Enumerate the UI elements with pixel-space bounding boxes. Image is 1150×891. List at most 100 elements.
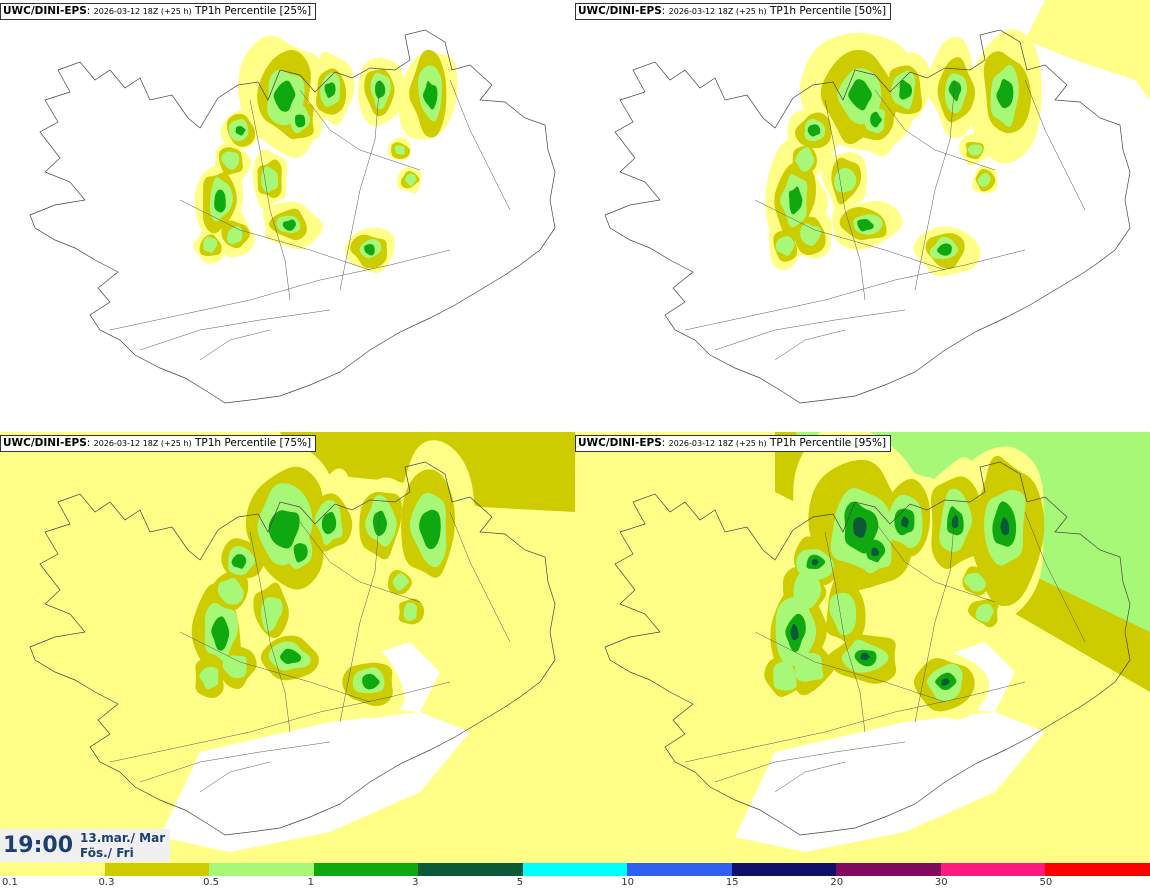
road-line (249, 531, 291, 733)
precip-contour (279, 648, 302, 664)
precip-contour (260, 166, 279, 193)
road-line (914, 511, 956, 723)
legend-ticks: 0.1 0.3 0.5 1 3 5 10 15 20 30 50 (0, 876, 1150, 891)
road-line (249, 99, 291, 301)
iceland-coastline (604, 29, 1131, 404)
road-line (754, 631, 946, 703)
panel-title: UWC/DINI-EPS: 2026-03-12 18Z (+25 h) TP1… (0, 435, 317, 452)
precip-contour (321, 511, 337, 535)
road-line (874, 89, 996, 171)
precip-contour (403, 602, 418, 621)
precip-contour (422, 81, 438, 110)
precip-contour (203, 236, 218, 253)
legend-swatch (836, 863, 941, 876)
legend-tick-label: 1 (307, 877, 314, 888)
precip-contour (860, 652, 871, 661)
precip-contour (871, 547, 880, 557)
legend-tick-label: 20 (830, 877, 844, 888)
map-panel-p75: UWC/DINI-EPS: 2026-03-12 18Z (+25 h) TP1… (0, 432, 575, 864)
precip-contour (364, 244, 375, 256)
precip-contour (268, 510, 300, 549)
valid-time-box: 19:00 13.mar./ Mar Fös./ Fri (0, 829, 170, 862)
road-line (179, 631, 371, 703)
road-line (684, 681, 1026, 763)
road-line (914, 79, 956, 291)
valid-hour: 19:00 (3, 833, 74, 858)
precip-contour (829, 592, 857, 636)
road-line (139, 741, 331, 783)
precip-contour (221, 151, 240, 171)
road-line (339, 79, 381, 291)
panel-title: UWC/DINI-EPS: 2026-03-12 18Z (+25 h) TP1… (575, 3, 892, 20)
precip-contour (217, 577, 244, 605)
precip-contour (848, 79, 872, 111)
precip-contour (373, 510, 387, 536)
legend-swatch (940, 863, 1046, 876)
road-line (139, 309, 331, 351)
precip-contour (834, 167, 857, 193)
precip-contour (800, 223, 822, 246)
precip-contour (899, 79, 913, 100)
legend-tick-label: 0.3 (98, 877, 115, 888)
precip-contour (261, 597, 283, 632)
precip-contour (227, 226, 243, 244)
legend-tick-label: 5 (516, 877, 524, 888)
valid-date: 13.mar./ Mar (80, 831, 166, 845)
road-line (449, 511, 511, 643)
legend-swatch (104, 863, 210, 876)
precip-contour (773, 662, 797, 691)
precip-contour (324, 82, 336, 98)
road-line (824, 99, 866, 301)
legend-swatch (0, 863, 105, 876)
legend-swatch (209, 863, 314, 876)
iceland-coastline (604, 461, 1131, 836)
road-line (199, 761, 271, 793)
precip-contour (901, 516, 909, 528)
precip-contour (788, 186, 803, 215)
iceland-coastline (29, 461, 556, 836)
precip-map-p95 (575, 432, 1150, 864)
road-line (199, 329, 271, 361)
road-line (754, 199, 946, 271)
precip-contour (405, 173, 417, 187)
precip-contour (795, 652, 824, 682)
legend-tick-label: 3 (412, 877, 419, 888)
dry-area (735, 712, 1045, 852)
road-line (109, 249, 451, 331)
map-panel-p50: UWC/DINI-EPS: 2026-03-12 18Z (+25 h) TP1… (575, 0, 1150, 432)
legend-swatch (522, 863, 628, 876)
road-line (714, 309, 906, 351)
precip-contour (295, 114, 306, 128)
precip-contour (273, 80, 296, 112)
precip-contour (795, 147, 815, 172)
legend-tick-label: 30 (934, 877, 948, 888)
precip-contour (996, 78, 1014, 109)
precip-field (1025, 0, 1150, 100)
precip-contour (941, 678, 950, 686)
precip-contour (222, 655, 247, 679)
valid-weekday: Fös./ Fri (80, 846, 134, 860)
iceland-coastline (29, 29, 556, 404)
road-line (874, 521, 996, 603)
precip-contour (807, 124, 821, 137)
road-line (774, 761, 846, 793)
precip-contour (199, 666, 219, 690)
road-line (1024, 511, 1086, 643)
legend-swatch (313, 863, 419, 876)
map-panel-p25: UWC/DINI-EPS: 2026-03-12 18Z (+25 h) TP1… (0, 0, 575, 432)
precip-map-p25 (29, 29, 556, 404)
legend-tick-label: 0.1 (2, 877, 18, 888)
precip-contour (214, 189, 226, 213)
precip-contour (951, 515, 959, 529)
road-line (714, 741, 906, 783)
precip-contour (235, 126, 246, 136)
precip-contour (231, 554, 247, 569)
map-panel-p95: UWC/DINI-EPS: 2026-03-12 18Z (+25 h) TP1… (575, 432, 1150, 864)
precip-contour (419, 509, 441, 550)
precip-contour (375, 80, 386, 99)
road-line (299, 521, 421, 603)
panel-title: UWC/DINI-EPS: 2026-03-12 18Z (+25 h) TP1… (0, 3, 317, 20)
road-line (774, 329, 846, 361)
legend-tick-label: 0.5 (203, 877, 219, 888)
road-line (179, 199, 371, 271)
